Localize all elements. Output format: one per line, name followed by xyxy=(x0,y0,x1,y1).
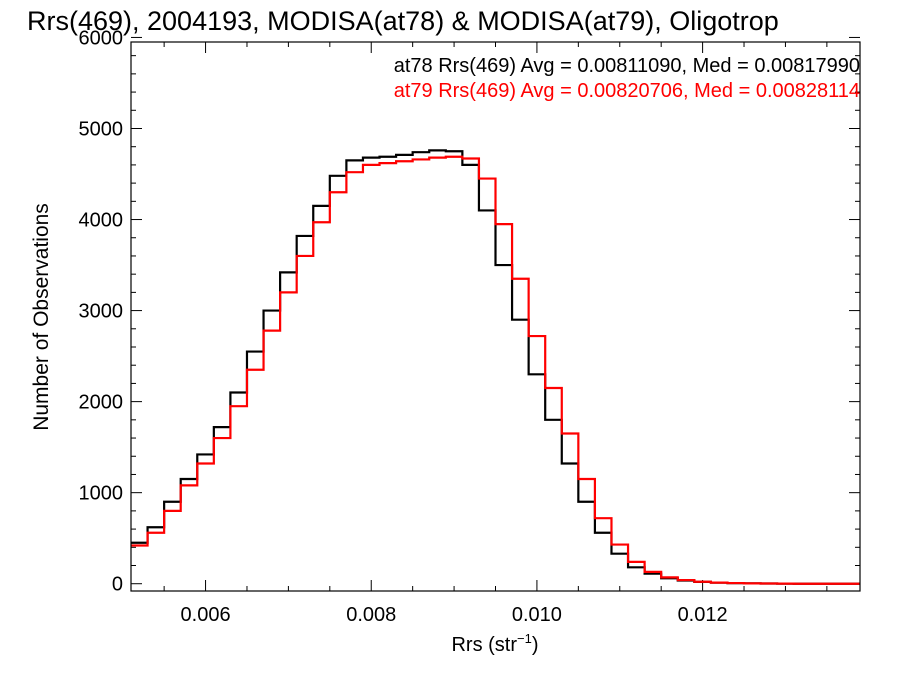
y-tick-label: 3000 xyxy=(79,301,124,323)
y-tick-label: 1000 xyxy=(79,483,124,505)
x-axis-label-superscript: −1 xyxy=(517,631,532,646)
chart-title: Rrs(469), 2004193, MODISA(at78) & MODISA… xyxy=(27,6,779,36)
y-tick-label: 0 xyxy=(112,574,123,596)
legend-annotation-at79: at79 Rrs(469) Avg = 0.00820706, Med = 0.… xyxy=(394,80,860,102)
series-group xyxy=(131,149,860,585)
y-axis-label: Number of Observations xyxy=(30,203,53,431)
x-axis-label-text: Rrs (str xyxy=(451,634,517,656)
y-tick-label: 2000 xyxy=(79,392,124,414)
y-tick-label: 5000 xyxy=(79,118,124,140)
axis-ticks xyxy=(131,36,860,591)
x-tick-label: 0.012 xyxy=(678,604,728,626)
x-tick-label: 0.006 xyxy=(181,604,231,626)
legend-annotation-at78: at78 Rrs(469) Avg = 0.00811090, Med = 0.… xyxy=(394,55,860,77)
y-tick-label: 6000 xyxy=(79,27,124,49)
x-axis-label-suffix: ) xyxy=(532,634,539,656)
series-line-at79 xyxy=(131,155,860,585)
plot-frame xyxy=(130,41,861,592)
tick-labels: 0.006 0.008 0.010 0.012 0 1000 2000 3000 4000 500… xyxy=(79,27,728,626)
y-tick-label: 4000 xyxy=(79,210,124,232)
x-axis-label: Rrs (str−1) xyxy=(451,631,538,656)
x-tick-label: 0.008 xyxy=(346,604,396,626)
x-tick-label: 0.010 xyxy=(512,604,562,626)
